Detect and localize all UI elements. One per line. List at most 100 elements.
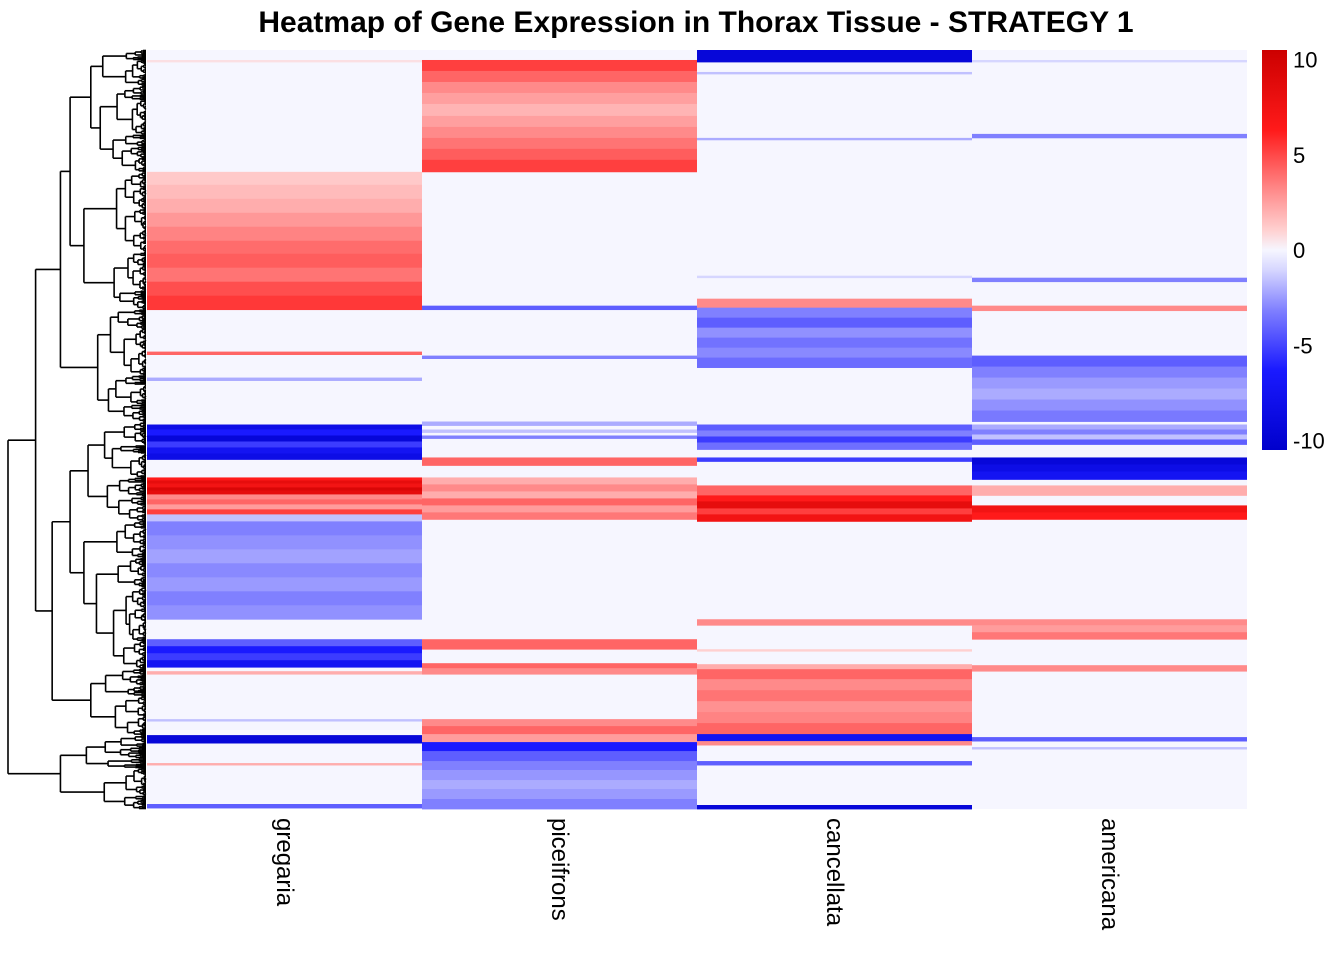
heatmap-cell-gregaria (147, 453, 422, 460)
heatmap-cell-cancellata (697, 514, 972, 522)
heatmap-cell-cancellata (697, 424, 972, 431)
heatmap-cell-piceifrons (422, 81, 697, 94)
heatmap-cell-cancellata (697, 317, 972, 329)
heatmap-cell-gregaria (147, 424, 422, 430)
heatmap-cell-cancellata (697, 669, 972, 680)
legend-tick-label: -5 (1293, 333, 1313, 358)
heatmap-cell-gregaria (147, 59, 422, 63)
heatmap-cell-piceifrons (422, 70, 697, 83)
legend-tick-label: -10 (1293, 429, 1325, 454)
heatmap-cell-americana (972, 632, 1247, 640)
heatmap-cell-piceifrons (422, 498, 697, 506)
heatmap-cell-cancellata (697, 50, 972, 63)
color-legend: 10 5 0 -5 -10 (1262, 48, 1325, 454)
heatmap-cell-gregaria (147, 504, 422, 510)
heatmap-cell-piceifrons (422, 484, 697, 492)
heatmap-cell-gregaria (147, 535, 422, 550)
heatmap-cell-piceifrons (422, 726, 697, 735)
heatmap-cell-americana (972, 133, 1247, 139)
column-label-americana: americana (1096, 818, 1123, 931)
heatmap-cell-americana (972, 59, 1247, 63)
heatmap-cell-cancellata (697, 442, 972, 450)
heatmap-cell-americana (972, 277, 1247, 283)
heatmap-cell-americana (972, 625, 1247, 633)
heatmap-cell-cancellata (697, 137, 972, 141)
heatmap-cell-piceifrons (422, 799, 697, 810)
heatmap-cell-americana (972, 305, 1247, 312)
heatmap-cell-cancellata (697, 508, 972, 515)
heatmap-cell-americana (972, 471, 1247, 480)
legend-color-bar (1262, 50, 1287, 450)
heatmap-cell-gregaria (147, 577, 422, 592)
heatmap-cell-americana (972, 619, 1247, 626)
heatmap-cell-gregaria (147, 477, 422, 481)
heatmap-cell-piceifrons (422, 751, 697, 762)
heatmap-cell-piceifrons (422, 435, 697, 439)
heatmap-cell-cancellata (697, 337, 972, 349)
heatmap-cell-americana (972, 424, 1247, 430)
heatmap-cell-piceifrons (422, 477, 697, 485)
heatmap-cell-americana (972, 377, 1247, 389)
heatmap-cell-gregaria (147, 171, 422, 186)
column-label-cancellata: cancellata (821, 818, 848, 927)
heatmap-cell-gregaria (147, 253, 422, 269)
heatmap-cell-piceifrons (422, 719, 697, 727)
column-labels: gregaria piceifrons cancellata americana (271, 818, 1123, 931)
heatmap-cell-gregaria (147, 490, 422, 495)
legend-tick-label: 5 (1293, 143, 1305, 168)
heatmap-cell-gregaria (147, 480, 422, 484)
heatmap-cell-cancellata (697, 327, 972, 339)
heatmap-cell-americana (972, 388, 1247, 400)
heatmap-cell-gregaria (147, 494, 422, 500)
heatmap-cell-cancellata (697, 501, 972, 509)
heatmap-cell-piceifrons (422, 305, 697, 311)
heatmap-cell-gregaria (147, 509, 422, 515)
heatmap-cell-gregaria (147, 226, 422, 242)
legend-tick-label: 0 (1293, 238, 1305, 263)
heatmap-cell-gregaria (147, 719, 422, 722)
heatmap-cell-gregaria (147, 429, 422, 436)
heatmap-cell-piceifrons (422, 92, 697, 105)
heatmap-cell-piceifrons (422, 780, 697, 790)
heatmap-cell-piceifrons (422, 457, 697, 466)
heatmap-cell-americana (972, 355, 1247, 367)
heatmap-cell-americana (972, 485, 1247, 496)
heatmap-cell-cancellata (697, 712, 972, 724)
heatmap-cell-piceifrons (422, 505, 697, 513)
heatmap-cell-gregaria (147, 671, 422, 675)
heatmap-cell-americana (972, 439, 1247, 445)
heatmap-cell-cancellata (697, 805, 972, 810)
heatmap-cell-gregaria (147, 212, 422, 228)
heatmap-cell-gregaria (147, 351, 422, 355)
heatmap-cell-piceifrons (422, 148, 697, 161)
heatmap-cell-americana (972, 410, 1247, 422)
heatmap-cell-piceifrons (422, 126, 697, 139)
heatmap-cell-gregaria (147, 563, 422, 578)
heatmap-cell-americana (972, 737, 1247, 742)
column-label-piceifrons: piceifrons (546, 818, 573, 921)
heatmap-cell-cancellata (697, 347, 972, 358)
chart-title: Heatmap of Gene Expression in Thorax Tis… (258, 6, 1133, 39)
heatmap-cell-gregaria (147, 591, 422, 606)
heatmap-cell-piceifrons (422, 429, 697, 433)
heatmap-cell-gregaria (147, 267, 422, 283)
heatmap-cell-americana (972, 429, 1247, 435)
heatmap-cell-piceifrons (422, 137, 697, 150)
heatmap-cell-gregaria (147, 804, 422, 809)
heatmap-cell-gregaria (147, 281, 422, 297)
heatmap-cell-piceifrons (422, 663, 697, 669)
heatmap-cell-americana (972, 457, 1247, 465)
heatmap-cell-gregaria (147, 660, 422, 668)
heatmap-cell-gregaria (147, 549, 422, 564)
heatmap-cell-cancellata (697, 619, 972, 626)
heatmap-cell-piceifrons (422, 115, 697, 128)
column-label-gregaria: gregaria (271, 818, 298, 907)
heatmap-cell-piceifrons (422, 668, 697, 675)
heatmap-cell-piceifrons (422, 491, 697, 499)
heatmap-cell-piceifrons (422, 355, 697, 359)
heatmap-cell-americana (972, 505, 1247, 513)
heatmap-cell-gregaria (147, 441, 422, 448)
heatmap-cell-piceifrons (422, 512, 697, 520)
heatmap-cell-gregaria (147, 735, 422, 744)
heatmap-cell-piceifrons (422, 742, 697, 752)
